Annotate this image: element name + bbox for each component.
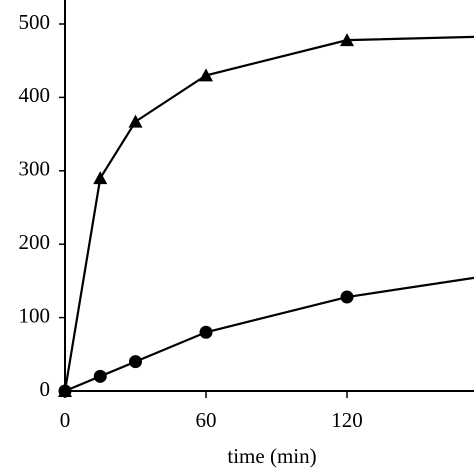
triangle-marker (128, 114, 143, 128)
x-tick-label: 120 (331, 408, 363, 432)
triangle-marker (199, 68, 213, 82)
x-tick-label: 60 (196, 408, 217, 432)
y-tick-label: 0 (40, 377, 51, 401)
triangle-marker (93, 171, 108, 185)
circle-marker (93, 369, 107, 383)
circle-marker (129, 355, 142, 369)
circle-marker (340, 290, 354, 304)
circle-marker (199, 325, 213, 339)
y-tick-label: 500 (19, 10, 51, 34)
x-tick-label: 0 (60, 408, 71, 432)
y-tick-label: 200 (19, 230, 51, 254)
series-line (63, 35, 474, 392)
triangle-marker (340, 33, 354, 47)
y-tick-label: 100 (19, 303, 51, 327)
y-tick-label: 400 (19, 83, 51, 107)
y-tick-label: 300 (19, 157, 51, 181)
circle-marker (58, 384, 72, 398)
x-tick-label: 180 (472, 408, 474, 432)
x-axis-label: time (min) (227, 444, 316, 468)
